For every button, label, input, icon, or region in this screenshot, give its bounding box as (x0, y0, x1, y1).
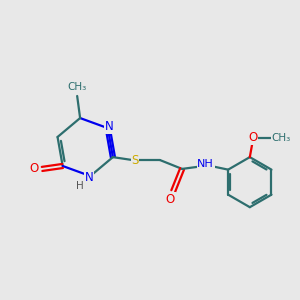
Text: O: O (166, 193, 175, 206)
Text: N: N (85, 171, 93, 184)
Text: N: N (105, 120, 114, 133)
Text: O: O (248, 131, 257, 145)
Text: NH: NH (197, 160, 214, 170)
Text: S: S (131, 154, 139, 166)
Text: H: H (76, 182, 84, 191)
Text: CH₃: CH₃ (272, 133, 291, 143)
Text: CH₃: CH₃ (68, 82, 87, 92)
Text: O: O (29, 162, 38, 176)
